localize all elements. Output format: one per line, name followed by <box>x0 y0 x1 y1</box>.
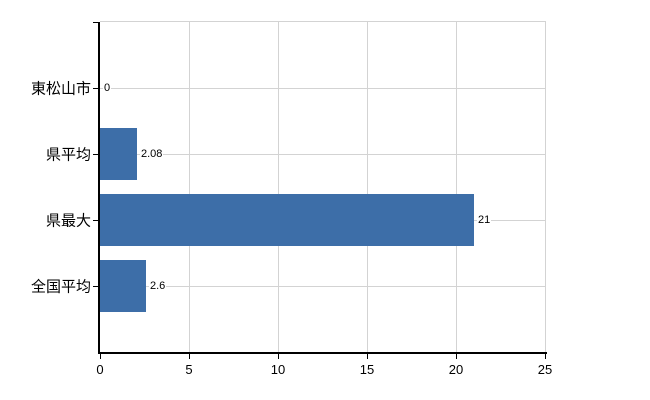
plot-border-right <box>545 22 546 352</box>
x-axis-tick <box>189 354 190 359</box>
x-axis-tick <box>100 354 101 359</box>
x-axis-tick-label: 15 <box>359 362 375 377</box>
y-axis-line <box>98 22 100 354</box>
x-axis-line <box>98 352 547 354</box>
y-axis-tick <box>93 154 98 155</box>
x-axis-tick-label: 25 <box>537 362 553 377</box>
x-axis-tick-label: 0 <box>96 362 104 377</box>
category-label: 県平均 <box>45 146 91 164</box>
value-label: 0 <box>103 82 112 94</box>
category-label: 全国平均 <box>30 278 91 296</box>
value-label: 21 <box>477 214 492 226</box>
category-label: 東松山市 <box>30 80 91 98</box>
gridline-vertical <box>189 22 190 352</box>
bar <box>100 260 146 312</box>
gridline-horizontal <box>100 154 545 155</box>
gridline-horizontal <box>100 88 545 89</box>
y-axis-tick <box>93 286 98 287</box>
x-axis-tick-label: 20 <box>448 362 464 377</box>
value-label: 2.08 <box>140 148 164 160</box>
x-axis-tick <box>456 354 457 359</box>
bar <box>100 194 474 246</box>
category-label: 県最大 <box>45 212 91 230</box>
x-axis-tick <box>545 354 546 359</box>
gridline-vertical <box>367 22 368 352</box>
y-axis-tick <box>93 22 98 23</box>
value-label: 2.6 <box>149 280 167 292</box>
x-axis-tick <box>278 354 279 359</box>
gridline-vertical <box>456 22 457 352</box>
y-axis-tick <box>93 220 98 221</box>
gridline-horizontal <box>100 286 545 287</box>
gridline-vertical <box>278 22 279 352</box>
x-axis-tick <box>367 354 368 359</box>
x-axis-tick-label: 5 <box>185 362 193 377</box>
plot-border-top <box>100 21 546 22</box>
x-axis-tick-label: 10 <box>270 362 286 377</box>
y-axis-tick <box>93 88 98 89</box>
bar <box>100 128 137 180</box>
